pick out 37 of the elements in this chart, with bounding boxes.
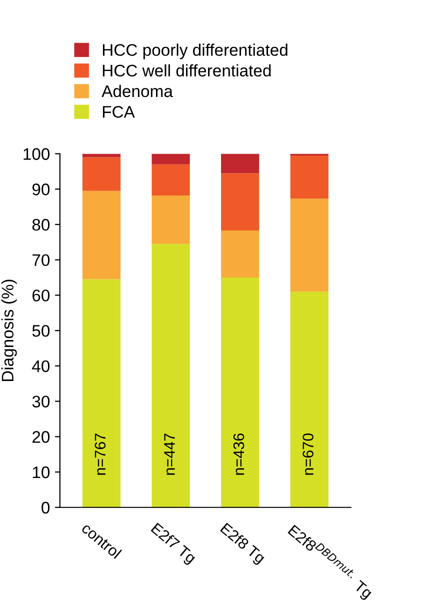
legend-label: HCC well differentiated xyxy=(102,64,271,77)
y-tick-label: 30 xyxy=(32,396,50,408)
bar xyxy=(290,156,328,199)
bar xyxy=(221,154,260,174)
bar xyxy=(152,195,190,244)
y-tick-label: 80 xyxy=(32,218,50,231)
bar xyxy=(152,164,190,196)
y-tick-label: 40 xyxy=(32,360,50,372)
bar xyxy=(221,278,260,508)
y-tick-label: 100 xyxy=(24,148,50,160)
bar xyxy=(290,198,328,292)
bar xyxy=(152,244,190,508)
annotation: n=447 xyxy=(164,434,175,475)
annotation: n=767 xyxy=(94,434,106,475)
legend-label: HCC poorly differentiated xyxy=(102,44,288,60)
bar xyxy=(82,157,121,191)
annotation: n=436 xyxy=(233,434,244,475)
y-tick-label: 0 xyxy=(42,502,50,514)
bar xyxy=(221,230,260,278)
bar xyxy=(82,154,121,158)
y-tick-label: 70 xyxy=(32,254,50,266)
y-tick-label: 60 xyxy=(32,290,50,302)
bar xyxy=(221,173,260,230)
bar xyxy=(82,190,121,280)
legend-label: FCA xyxy=(102,106,135,118)
y-tick-label: 20 xyxy=(32,431,50,443)
y-tick-label: 50 xyxy=(32,324,50,337)
y-tick-label: 10 xyxy=(32,466,50,478)
x-tick-label: E2f8$^{DBDmut.}$ Tg xyxy=(286,522,376,602)
bar xyxy=(82,279,121,508)
bar xyxy=(152,154,190,164)
x-tick-label: E2f7 Tg xyxy=(148,522,197,566)
legend-label: Adenoma xyxy=(102,84,173,98)
bar xyxy=(290,292,328,508)
y-axis-title: Diagnosis (%) xyxy=(1,280,17,382)
annotation: n=670 xyxy=(302,433,314,475)
y-tick-label: 90 xyxy=(32,184,50,196)
